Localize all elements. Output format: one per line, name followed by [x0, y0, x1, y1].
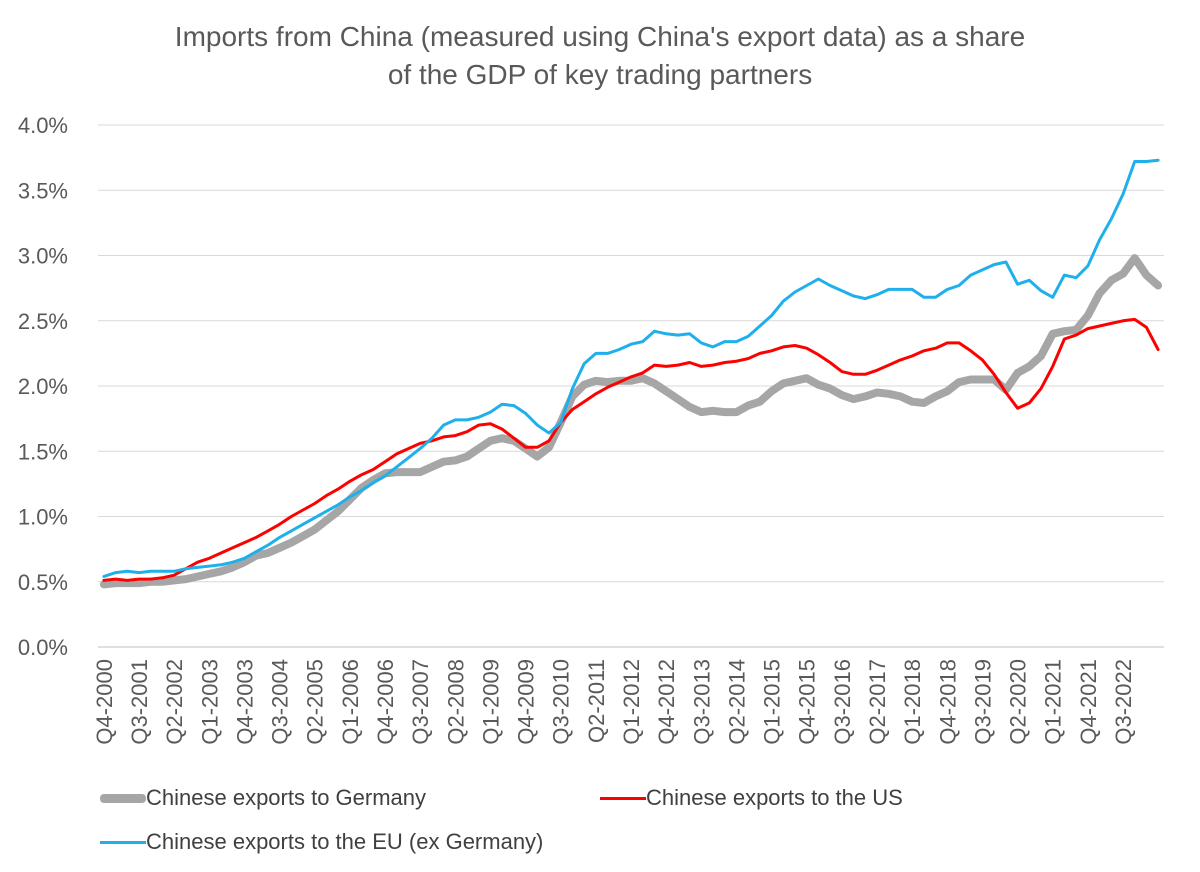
x-tick-label: Q4-2000 [92, 659, 117, 745]
series-line-us [102, 317, 1160, 582]
chart-title: Imports from China (measured using China… [0, 18, 1200, 94]
x-tick-label: Q1-2003 [197, 659, 222, 745]
y-tick-label: 0.0% [18, 635, 68, 660]
legend-label-eu: Chinese exports to the EU (ex Germany) [146, 829, 544, 855]
y-tick-label: 0.5% [18, 570, 68, 595]
legend-swatch-eu [100, 840, 146, 844]
x-tick-label: Q1-2021 [1041, 659, 1066, 745]
y-tick-label: 2.0% [18, 374, 68, 399]
x-tick-label: Q4-2009 [514, 659, 539, 745]
x-tick-label: Q3-2004 [268, 659, 293, 745]
chart-title-line2: of the GDP of key trading partners [387, 59, 813, 90]
x-tick-label: Q2-2011 [584, 659, 609, 743]
legend-item-us: Chinese exports to the US [600, 784, 903, 811]
x-tick-label: Q4-2015 [795, 659, 820, 745]
x-tick-label: Q4-2006 [373, 659, 398, 745]
x-tick-label: Q2-2002 [162, 659, 187, 745]
y-tick-label: 1.5% [18, 439, 68, 464]
y-tick-label: 2.5% [18, 309, 68, 334]
x-tick-label: Q1-2006 [338, 659, 363, 745]
x-tick-label: Q1-2012 [619, 659, 644, 745]
x-tick-label: Q2-2020 [1006, 659, 1031, 745]
x-tick-label: Q2-2017 [865, 659, 890, 745]
x-tick-label: Q4-2012 [654, 659, 679, 745]
x-tick-label: Q4-2003 [232, 659, 257, 745]
x-tick-label: Q3-2010 [549, 659, 574, 745]
legend-item-germany: Chinese exports to Germany [100, 784, 426, 811]
x-tick-label: Q2-2005 [303, 659, 328, 745]
legend-label-us: Chinese exports to the US [646, 785, 903, 811]
x-tick-label: Q2-2014 [724, 659, 749, 745]
y-tick-label: 3.0% [18, 244, 68, 269]
y-tick-label: 4.0% [18, 113, 68, 138]
x-tick-label: Q1-2009 [478, 659, 503, 745]
chart-title-line1: Imports from China (measured using China… [174, 21, 1026, 52]
x-tick-label: Q3-2007 [408, 659, 433, 745]
x-tick-label: Q3-2019 [970, 659, 995, 745]
legend-swatch-germany [100, 793, 146, 803]
x-tick-label: Q3-2022 [1111, 659, 1136, 745]
legend-label-germany: Chinese exports to Germany [146, 785, 427, 811]
x-tick-label: Q1-2015 [760, 659, 785, 745]
y-tick-label: 1.0% [18, 505, 68, 530]
x-tick-label: Q3-2013 [689, 659, 714, 745]
x-tick-label: Q1-2018 [900, 659, 925, 745]
x-tick-label: Q3-2016 [830, 659, 855, 745]
series-line-germany [99, 254, 1163, 589]
y-tick-label: 3.5% [18, 178, 68, 203]
x-tick-label: Q3-2001 [127, 659, 152, 745]
legend-item-eu: Chinese exports to the EU (ex Germany) [100, 828, 543, 855]
x-tick-label: Q2-2008 [443, 659, 468, 745]
legend-swatch-us [600, 796, 646, 800]
x-tick-label: Q4-2021 [1076, 659, 1101, 745]
series-line-eu [102, 158, 1160, 578]
x-tick-label: Q4-2018 [935, 659, 960, 745]
